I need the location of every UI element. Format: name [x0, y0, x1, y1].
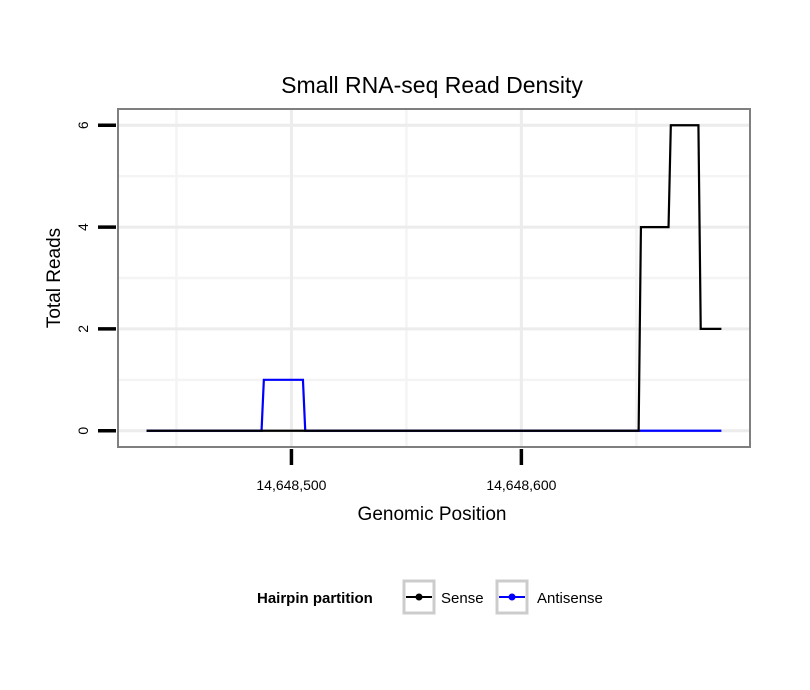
legend-items: Sense Antisense	[402, 579, 603, 615]
legend-marker-sense	[415, 593, 423, 601]
y-tick-label: 6	[75, 121, 91, 129]
series-line-sense	[146, 124, 722, 432]
y-axis: 0 2 4 6	[75, 121, 116, 435]
plot-panel	[117, 108, 751, 448]
legend-label-antisense: Antisense	[537, 590, 603, 607]
x-axis: 14,648,500 14,648,600	[256, 449, 557, 493]
y-axis-label: Total Reads	[44, 228, 65, 328]
y-tick-label: 0	[75, 427, 91, 435]
legend-label-sense: Sense	[441, 590, 484, 607]
x-tick-label: 14,648,600	[486, 477, 556, 493]
legend: Hairpin partition Sense Antisense	[257, 579, 603, 615]
chart-title: Small RNA-seq Read Density	[281, 72, 583, 98]
legend-title: Hairpin partition	[257, 590, 373, 607]
legend-marker-antisense	[508, 593, 516, 601]
y-tick-label: 4	[75, 223, 91, 231]
y-tick-label: 2	[75, 325, 91, 333]
x-axis-label: Genomic Position	[358, 504, 507, 525]
grid	[119, 110, 749, 446]
x-tick-label: 14,648,500	[256, 477, 326, 493]
series-lines	[146, 124, 722, 432]
